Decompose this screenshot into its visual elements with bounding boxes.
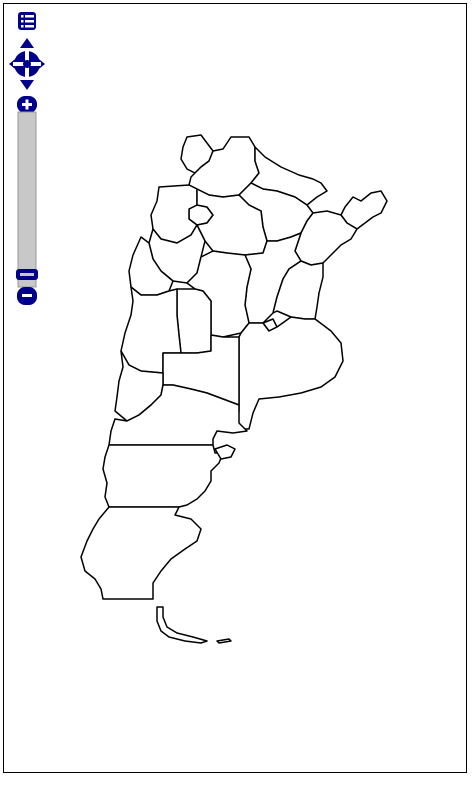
zoom-slider[interactable]	[16, 111, 38, 288]
chubut-peninsula	[214, 444, 236, 460]
minus-icon	[22, 294, 32, 297]
zoom-in-button[interactable]	[17, 96, 37, 113]
map-controls	[9, 12, 45, 305]
province-formosa[interactable]	[250, 146, 328, 206]
province-rio-negro[interactable]	[108, 384, 248, 446]
pan-up-button[interactable]	[20, 38, 34, 48]
zoom-out-button[interactable]	[17, 287, 37, 305]
pan-down-button[interactable]	[20, 80, 34, 90]
province-santa-cruz[interactable]	[80, 506, 202, 600]
province-san-luis[interactable]	[176, 288, 212, 354]
province-tierra-del-fuego[interactable]	[156, 606, 208, 644]
list-icon	[21, 15, 34, 28]
layer-switcher-button[interactable]	[18, 12, 36, 30]
map-viewport[interactable]	[3, 3, 467, 773]
province-cordoba[interactable]	[186, 250, 252, 338]
pan-control	[9, 38, 45, 90]
map-canvas[interactable]	[4, 4, 467, 773]
staten-island	[216, 638, 232, 644]
province-buenos-aires[interactable]	[236, 316, 344, 430]
province-chubut[interactable]	[102, 444, 224, 508]
